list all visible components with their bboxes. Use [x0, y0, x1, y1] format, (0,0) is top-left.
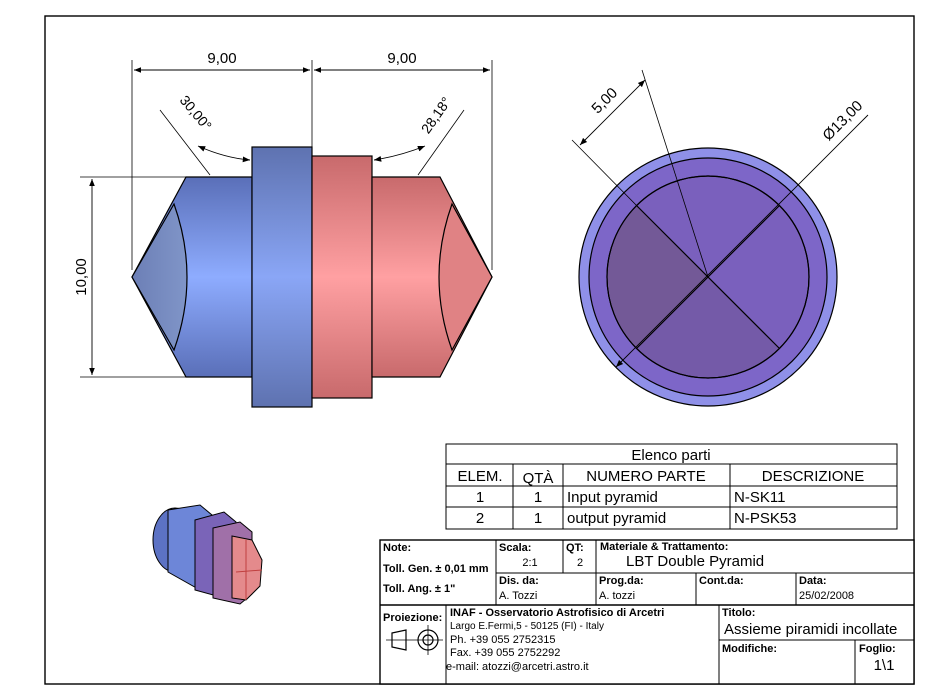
side-view: 9,00 9,00 10,00 30,00° 28,18°	[73, 50, 493, 408]
row2-elem: 2	[476, 510, 484, 527]
scala-value: 2:1	[522, 557, 537, 569]
front-view: 5,00 Ø13,00	[571, 69, 869, 407]
org-fax: Fax. +39 055 2752292	[450, 647, 560, 659]
modifiche-label: Modifiche:	[722, 643, 777, 655]
materiale-label: Materiale & Trattamento:	[600, 541, 728, 553]
materiale-value: LBT Double Pyramid	[626, 553, 764, 570]
row1-desc: N-SK11	[734, 489, 785, 506]
dim-right-width: 9,00	[387, 50, 416, 67]
prog-value: A. tozzi	[599, 590, 635, 602]
note-label: Note:	[383, 542, 411, 554]
row1-part: Input pyramid	[567, 489, 658, 506]
dim-right-angle: 28,18°	[418, 94, 454, 136]
header-description: DESCRIZIONE	[762, 468, 865, 485]
foglio-label: Foglio:	[859, 643, 896, 655]
cont-label: Cont.da:	[699, 575, 744, 587]
output-pyramid-flange	[311, 155, 373, 399]
org-name: INAF - Osservatorio Astrofisico di Arcet…	[450, 607, 664, 619]
parts-list-table: Elenco parti ELEM. QTÀ NUMERO PARTE DESC…	[445, 443, 898, 530]
data-value: 25/02/2008	[799, 590, 854, 602]
org-phone: Ph. +39 055 2752315	[450, 634, 556, 646]
dim-arc-right-angle	[373, 145, 426, 162]
dim-diameter: Ø13,00	[819, 97, 866, 144]
proiezione-label: Proiezione:	[383, 612, 442, 624]
row2-desc: N-PSK53	[734, 510, 797, 527]
dim-line-circle-offset	[579, 79, 646, 146]
parts-list-title: Elenco parti	[631, 447, 710, 464]
dim-arc-left-angle	[197, 145, 251, 163]
org-address: Largo E.Fermi,5 - 50125 (FI) - Italy	[450, 621, 604, 632]
titolo-value: Assieme piramidi incollate	[724, 621, 897, 638]
dis-label: Dis. da:	[499, 575, 539, 587]
dim-height: 10,00	[73, 258, 90, 296]
toll-ang: Toll. Ang. ± 1"	[383, 583, 455, 595]
dim-line-diameter	[615, 114, 869, 368]
header-qty: QTÀ	[523, 470, 554, 487]
isometric-view	[152, 504, 263, 605]
dim-left-width: 9,00	[207, 50, 236, 67]
scala-label: Scala:	[499, 542, 531, 554]
title-block: Note: Toll. Gen. ± 0,01 mm Toll. Ang. ± …	[379, 539, 915, 685]
dis-value: A. Tozzi	[499, 590, 537, 602]
titolo-label: Titolo:	[722, 607, 755, 619]
toll-gen: Toll. Gen. ± 0,01 mm	[383, 563, 489, 575]
org-email: e-mail: atozzi@arcetri.astro.it	[446, 661, 589, 673]
row1-elem: 1	[476, 489, 484, 506]
row2-part: output pyramid	[567, 510, 666, 527]
qt-label: QT:	[566, 542, 584, 554]
qt-value: 2	[577, 557, 583, 569]
row1-qty: 1	[534, 489, 542, 506]
projection-symbol-icon	[386, 625, 443, 655]
input-pyramid-flange	[251, 146, 313, 408]
header-elem: ELEM.	[457, 468, 502, 485]
foglio-value: 1\1	[874, 657, 895, 674]
input-pyramid-tip	[131, 202, 188, 352]
dim-circle-offset: 5,00	[588, 84, 621, 117]
header-part-number: NUMERO PARTE	[586, 468, 705, 485]
data-label: Data:	[799, 575, 827, 587]
row2-qty: 1	[534, 510, 542, 527]
dim-left-angle: 30,00°	[177, 92, 215, 133]
output-pyramid-tip	[438, 202, 493, 352]
prog-label: Prog.da:	[599, 575, 644, 587]
